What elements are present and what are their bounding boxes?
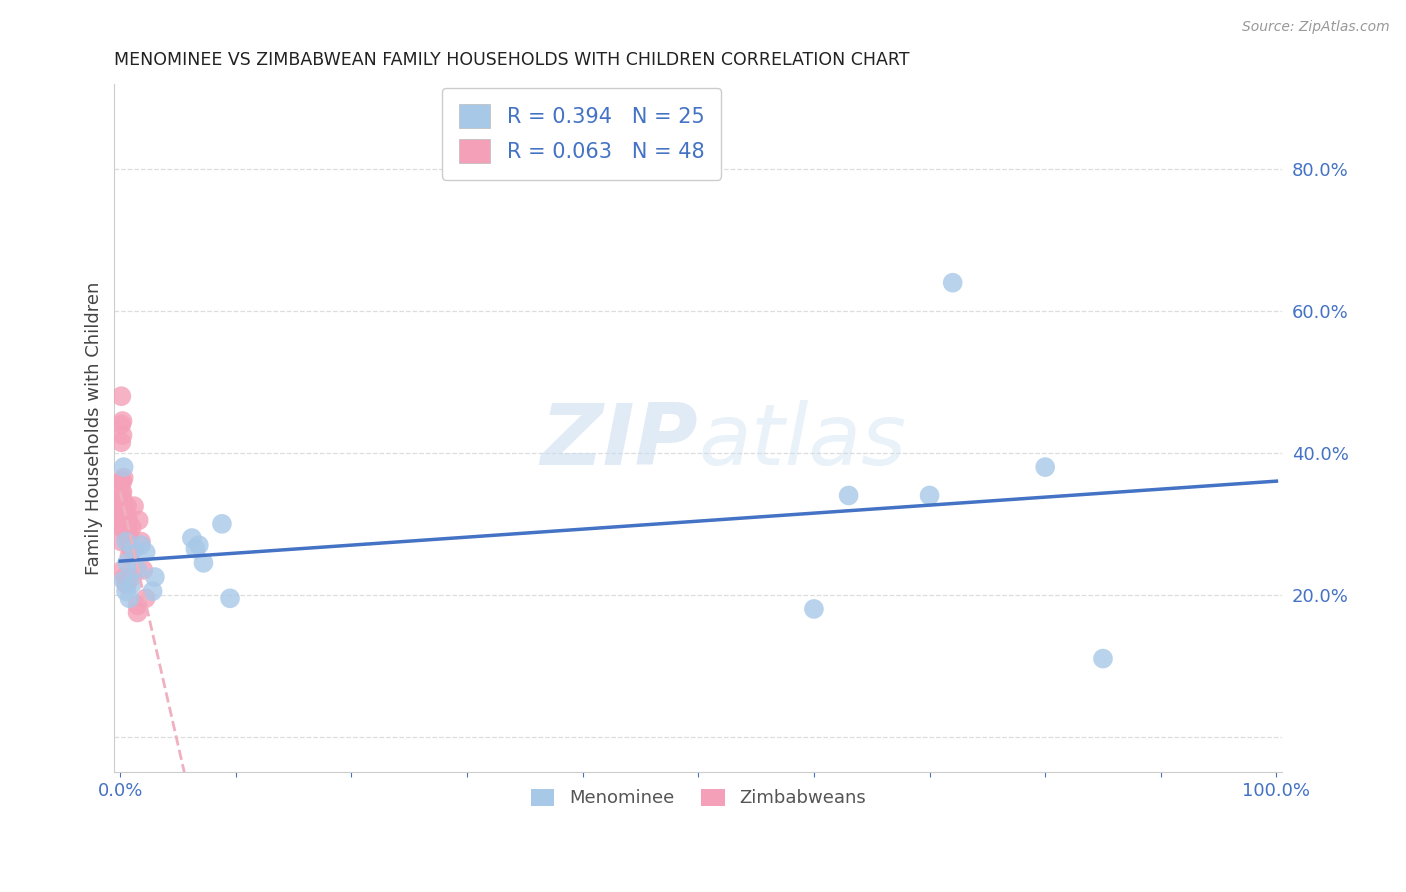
Point <box>115 556 138 570</box>
Point <box>143 570 166 584</box>
Point <box>117 534 139 549</box>
Point <box>117 513 139 527</box>
Point <box>184 541 207 556</box>
Point <box>111 491 134 506</box>
Point <box>193 556 215 570</box>
Point <box>110 435 132 450</box>
Text: atlas: atlas <box>699 401 907 483</box>
Point <box>120 541 142 556</box>
Point <box>110 509 132 524</box>
Text: Source: ZipAtlas.com: Source: ZipAtlas.com <box>1241 20 1389 34</box>
Point <box>135 545 157 559</box>
Point <box>127 599 149 613</box>
Point <box>112 460 135 475</box>
Point <box>110 475 132 489</box>
Point <box>112 495 135 509</box>
Point <box>111 520 134 534</box>
Point <box>111 563 134 577</box>
Point <box>115 584 138 599</box>
Point <box>1091 651 1114 665</box>
Point <box>112 574 135 588</box>
Point <box>111 484 134 499</box>
Point <box>129 534 152 549</box>
Point <box>111 475 134 489</box>
Point <box>128 513 150 527</box>
Point <box>219 591 242 606</box>
Point <box>118 527 141 541</box>
Point <box>132 563 155 577</box>
Point <box>127 606 149 620</box>
Point <box>114 499 136 513</box>
Point <box>180 531 202 545</box>
Point <box>118 549 141 563</box>
Point <box>115 499 138 513</box>
Point <box>129 538 152 552</box>
Point <box>115 520 138 534</box>
Point <box>127 563 149 577</box>
Point <box>112 520 135 534</box>
Text: MENOMINEE VS ZIMBABWEAN FAMILY HOUSEHOLDS WITH CHILDREN CORRELATION CHART: MENOMINEE VS ZIMBABWEAN FAMILY HOUSEHOLD… <box>114 51 910 69</box>
Point <box>838 488 860 502</box>
Point <box>111 428 134 442</box>
Point <box>122 499 145 513</box>
Text: ZIP: ZIP <box>541 401 699 483</box>
Point <box>115 577 138 591</box>
Point <box>121 570 143 584</box>
Point <box>118 591 141 606</box>
Point <box>110 520 132 534</box>
Point <box>115 534 138 549</box>
Point <box>942 276 965 290</box>
Point <box>114 570 136 584</box>
Point <box>114 506 136 520</box>
Point <box>122 541 145 556</box>
Point <box>110 534 132 549</box>
Point <box>110 389 132 403</box>
Y-axis label: Family Households with Children: Family Households with Children <box>86 281 103 574</box>
Point <box>111 414 134 428</box>
Point <box>142 584 165 599</box>
Point <box>135 591 157 606</box>
Point <box>918 488 941 502</box>
Point <box>112 471 135 485</box>
Point <box>111 513 134 527</box>
Point <box>115 513 138 527</box>
Point <box>1033 460 1056 475</box>
Legend: Menominee, Zimbabweans: Menominee, Zimbabweans <box>523 781 873 814</box>
Point <box>110 484 132 499</box>
Point <box>211 516 233 531</box>
Point <box>803 602 825 616</box>
Point <box>121 577 143 591</box>
Point <box>121 520 143 534</box>
Point <box>117 527 139 541</box>
Point <box>115 577 138 591</box>
Point <box>112 513 135 527</box>
Point <box>187 538 209 552</box>
Point <box>115 527 138 541</box>
Point <box>110 417 132 432</box>
Point <box>110 495 132 509</box>
Point <box>115 513 138 527</box>
Point <box>115 527 138 541</box>
Point <box>112 506 135 520</box>
